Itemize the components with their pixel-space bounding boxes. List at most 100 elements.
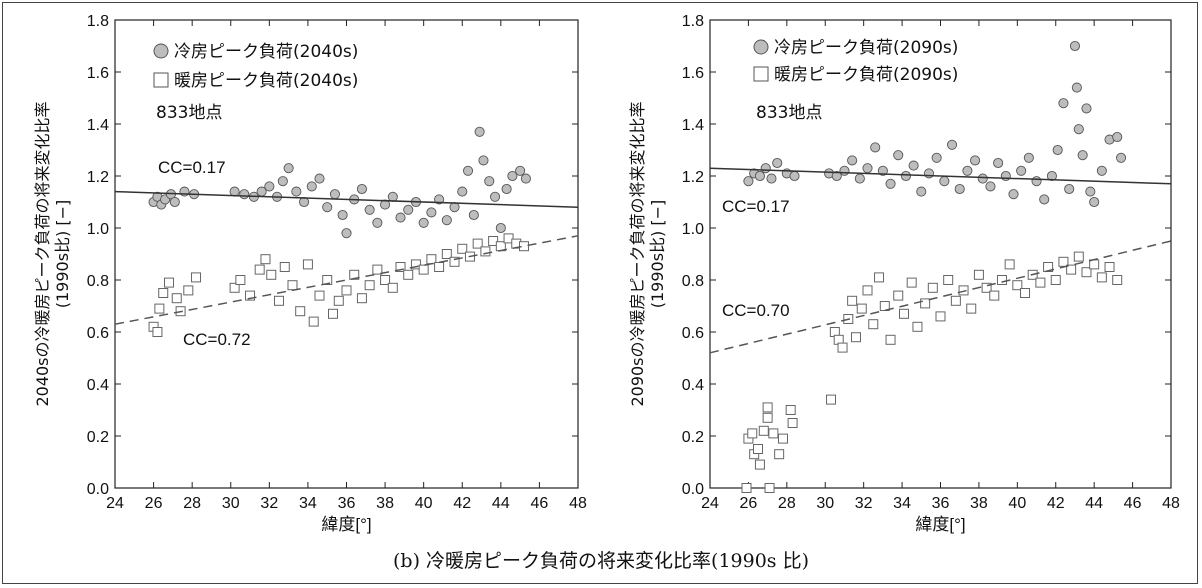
x-tick-label: 40: [1008, 495, 1026, 512]
x-tick-label: 26: [145, 495, 163, 512]
data-point-heating: [518, 241, 529, 252]
data-point-cooling: [939, 176, 950, 187]
data-point-cooling: [1046, 170, 1057, 182]
y-tick-label: 0.0: [682, 481, 704, 498]
y-axis-label: 2090sの冷暖房ピーク負荷の将来変化比率: [628, 101, 647, 406]
data-point-heating: [158, 288, 169, 298]
data-point-cooling: [900, 170, 911, 182]
data-point-heating: [273, 295, 284, 306]
data-point-heating: [943, 275, 954, 285]
data-point-cooling: [1116, 152, 1127, 163]
data-point-heating: [850, 332, 861, 343]
data-point-cooling: [520, 173, 531, 184]
x-tick-label: 28: [778, 495, 796, 512]
data-point-heating: [1012, 280, 1023, 291]
data-point-heating: [973, 269, 984, 280]
data-point-heating: [1050, 275, 1061, 285]
data-point-cooling: [1069, 40, 1081, 52]
data-point-heating: [1104, 262, 1115, 272]
data-point-cooling: [239, 189, 250, 200]
data-point-heating: [837, 342, 848, 353]
data-point-cooling: [474, 126, 485, 137]
data-point-cooling: [283, 163, 294, 174]
x-tick-label: 42: [453, 495, 471, 512]
y-tick-label: 0.4: [87, 377, 109, 394]
data-point-heating: [966, 303, 977, 314]
data-point-heating: [295, 306, 306, 317]
legend-label: 暖房ピーク負荷(2090s): [774, 65, 958, 85]
x-tick-label: 28: [183, 495, 201, 512]
data-point-heating: [1035, 277, 1046, 288]
y-tick-label: 0.4: [682, 377, 704, 394]
data-point-heating: [893, 290, 904, 301]
data-point-cooling: [1031, 176, 1042, 187]
data-point-cooling: [766, 173, 777, 184]
data-point-heating: [403, 269, 414, 280]
data-point-cooling: [364, 204, 375, 215]
data-point-heating: [364, 280, 375, 291]
data-point-heating: [741, 483, 752, 493]
data-point-cooling: [743, 176, 754, 187]
data-point-heating: [826, 394, 837, 405]
data-point-cooling: [337, 209, 348, 221]
data-point-cooling: [1000, 170, 1011, 182]
data-point-cooling: [1064, 183, 1075, 195]
fit-line-heating: [114, 235, 579, 325]
y-tick-label: 1.8: [87, 13, 109, 30]
data-point-heating: [191, 272, 202, 283]
data-point-cooling: [760, 163, 771, 174]
data-point-cooling: [831, 170, 842, 182]
data-point-heating: [862, 285, 873, 296]
data-point-cooling: [908, 160, 919, 171]
data-point-heating: [764, 483, 775, 493]
data-point-cooling: [1008, 189, 1019, 200]
data-point-cooling: [356, 183, 367, 195]
data-point-heating: [754, 459, 765, 470]
data-point-heating: [768, 428, 779, 439]
figure-caption: (b) 冷暖房ピーク負荷の将来変化比率(1990s 比): [393, 550, 809, 572]
x-tick-label: 46: [531, 495, 549, 512]
data-point-cooling: [179, 186, 190, 197]
y-tick-label: 1.8: [682, 13, 704, 30]
data-point-heating: [879, 301, 890, 311]
data-point-cooling: [449, 202, 460, 213]
series-heating: [741, 251, 1123, 493]
data-point-heating: [785, 405, 796, 415]
data-point-cooling: [418, 217, 429, 228]
station-count-annotation: 833地点: [756, 103, 822, 123]
x-tick-label: 26: [740, 495, 758, 512]
data-point-cooling: [1016, 165, 1027, 176]
data-point-cooling: [1077, 150, 1088, 161]
data-point-cooling: [754, 170, 765, 182]
fit-line-heating: [709, 240, 1172, 354]
data-point-heating: [349, 269, 360, 280]
data-point-cooling: [931, 152, 942, 163]
data-point-heating: [488, 236, 499, 246]
data-point-heating: [302, 259, 313, 270]
data-point-heating: [1066, 264, 1077, 275]
data-point-cooling: [426, 207, 437, 218]
y-tick-label: 0.0: [87, 481, 109, 498]
chart-panel-2: 24 26 28 30 32 34 36 38 40 42 44 46 48 0.0 0.2 0.4 0.6 0.…: [628, 13, 1180, 534]
y-tick-label: 0.8: [682, 273, 704, 290]
data-point-cooling: [291, 186, 302, 197]
data-point-heating: [245, 290, 256, 301]
data-point-heating: [154, 303, 165, 314]
y-tick-label: 0.2: [87, 429, 109, 446]
legend-marker-heating: [753, 66, 769, 82]
data-point-heating: [387, 282, 398, 293]
y-tick-label: 1.4: [682, 117, 704, 134]
data-point-cooling: [1039, 194, 1050, 205]
x-tick-label: 46: [1124, 495, 1142, 512]
data-point-heating: [503, 233, 514, 244]
data-point-cooling: [403, 204, 414, 215]
data-point-heating: [322, 275, 333, 285]
x-axis-label: 緯度[°]: [321, 515, 371, 534]
data-point-cooling: [306, 181, 317, 192]
data-point-cooling: [1073, 124, 1084, 135]
y-tick-label: 0.2: [682, 429, 704, 446]
y-axis-label-line2: (1990s比) [−]: [53, 200, 72, 309]
data-point-heating: [774, 449, 785, 460]
data-point-cooling: [462, 165, 474, 176]
